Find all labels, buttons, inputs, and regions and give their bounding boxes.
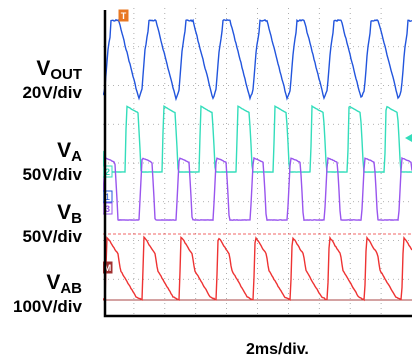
marker-vb: 3 [103,202,113,215]
va-label: VA 50V/div [22,140,82,183]
marker-va: 2 [103,165,113,178]
va-name: VA [57,139,82,165]
vab-scale: 100V/div [13,297,82,316]
svg-text:M: M [104,263,112,273]
trace-vout [103,18,412,102]
vab-name: VAB [46,271,82,297]
va-scale: 50V/div [22,165,82,184]
marker-ch1-box [103,190,113,203]
trigger-level-arrow [405,134,412,142]
vout-scale: 20V/div [22,83,82,102]
svg-text:3: 3 [105,204,110,214]
marker-vout: T [118,9,129,22]
vb-scale: 50V/div [22,227,82,246]
svg-text:T: T [121,11,127,21]
channel-markers: T 2 3 1 M [103,9,412,274]
screen-frame [103,10,412,318]
vout-label: VOUT 20V/div [22,58,82,101]
marker-ch1-text: 1 [105,192,110,202]
svg-text:2: 2 [105,167,110,177]
trace-vb [103,156,412,222]
vab-label: VAB 100V/div [13,272,82,315]
vb-label: VB 50V/div [22,202,82,245]
traces [103,18,412,302]
marker-vab: M [103,261,113,274]
oscilloscope-screen: T 2 3 1 M [103,8,412,318]
trace-va [103,104,412,173]
vout-name: VOUT [36,57,82,83]
timebase-label: 2ms/div. [246,341,309,358]
trace-vab [103,235,412,302]
vb-name: VB [57,201,82,227]
